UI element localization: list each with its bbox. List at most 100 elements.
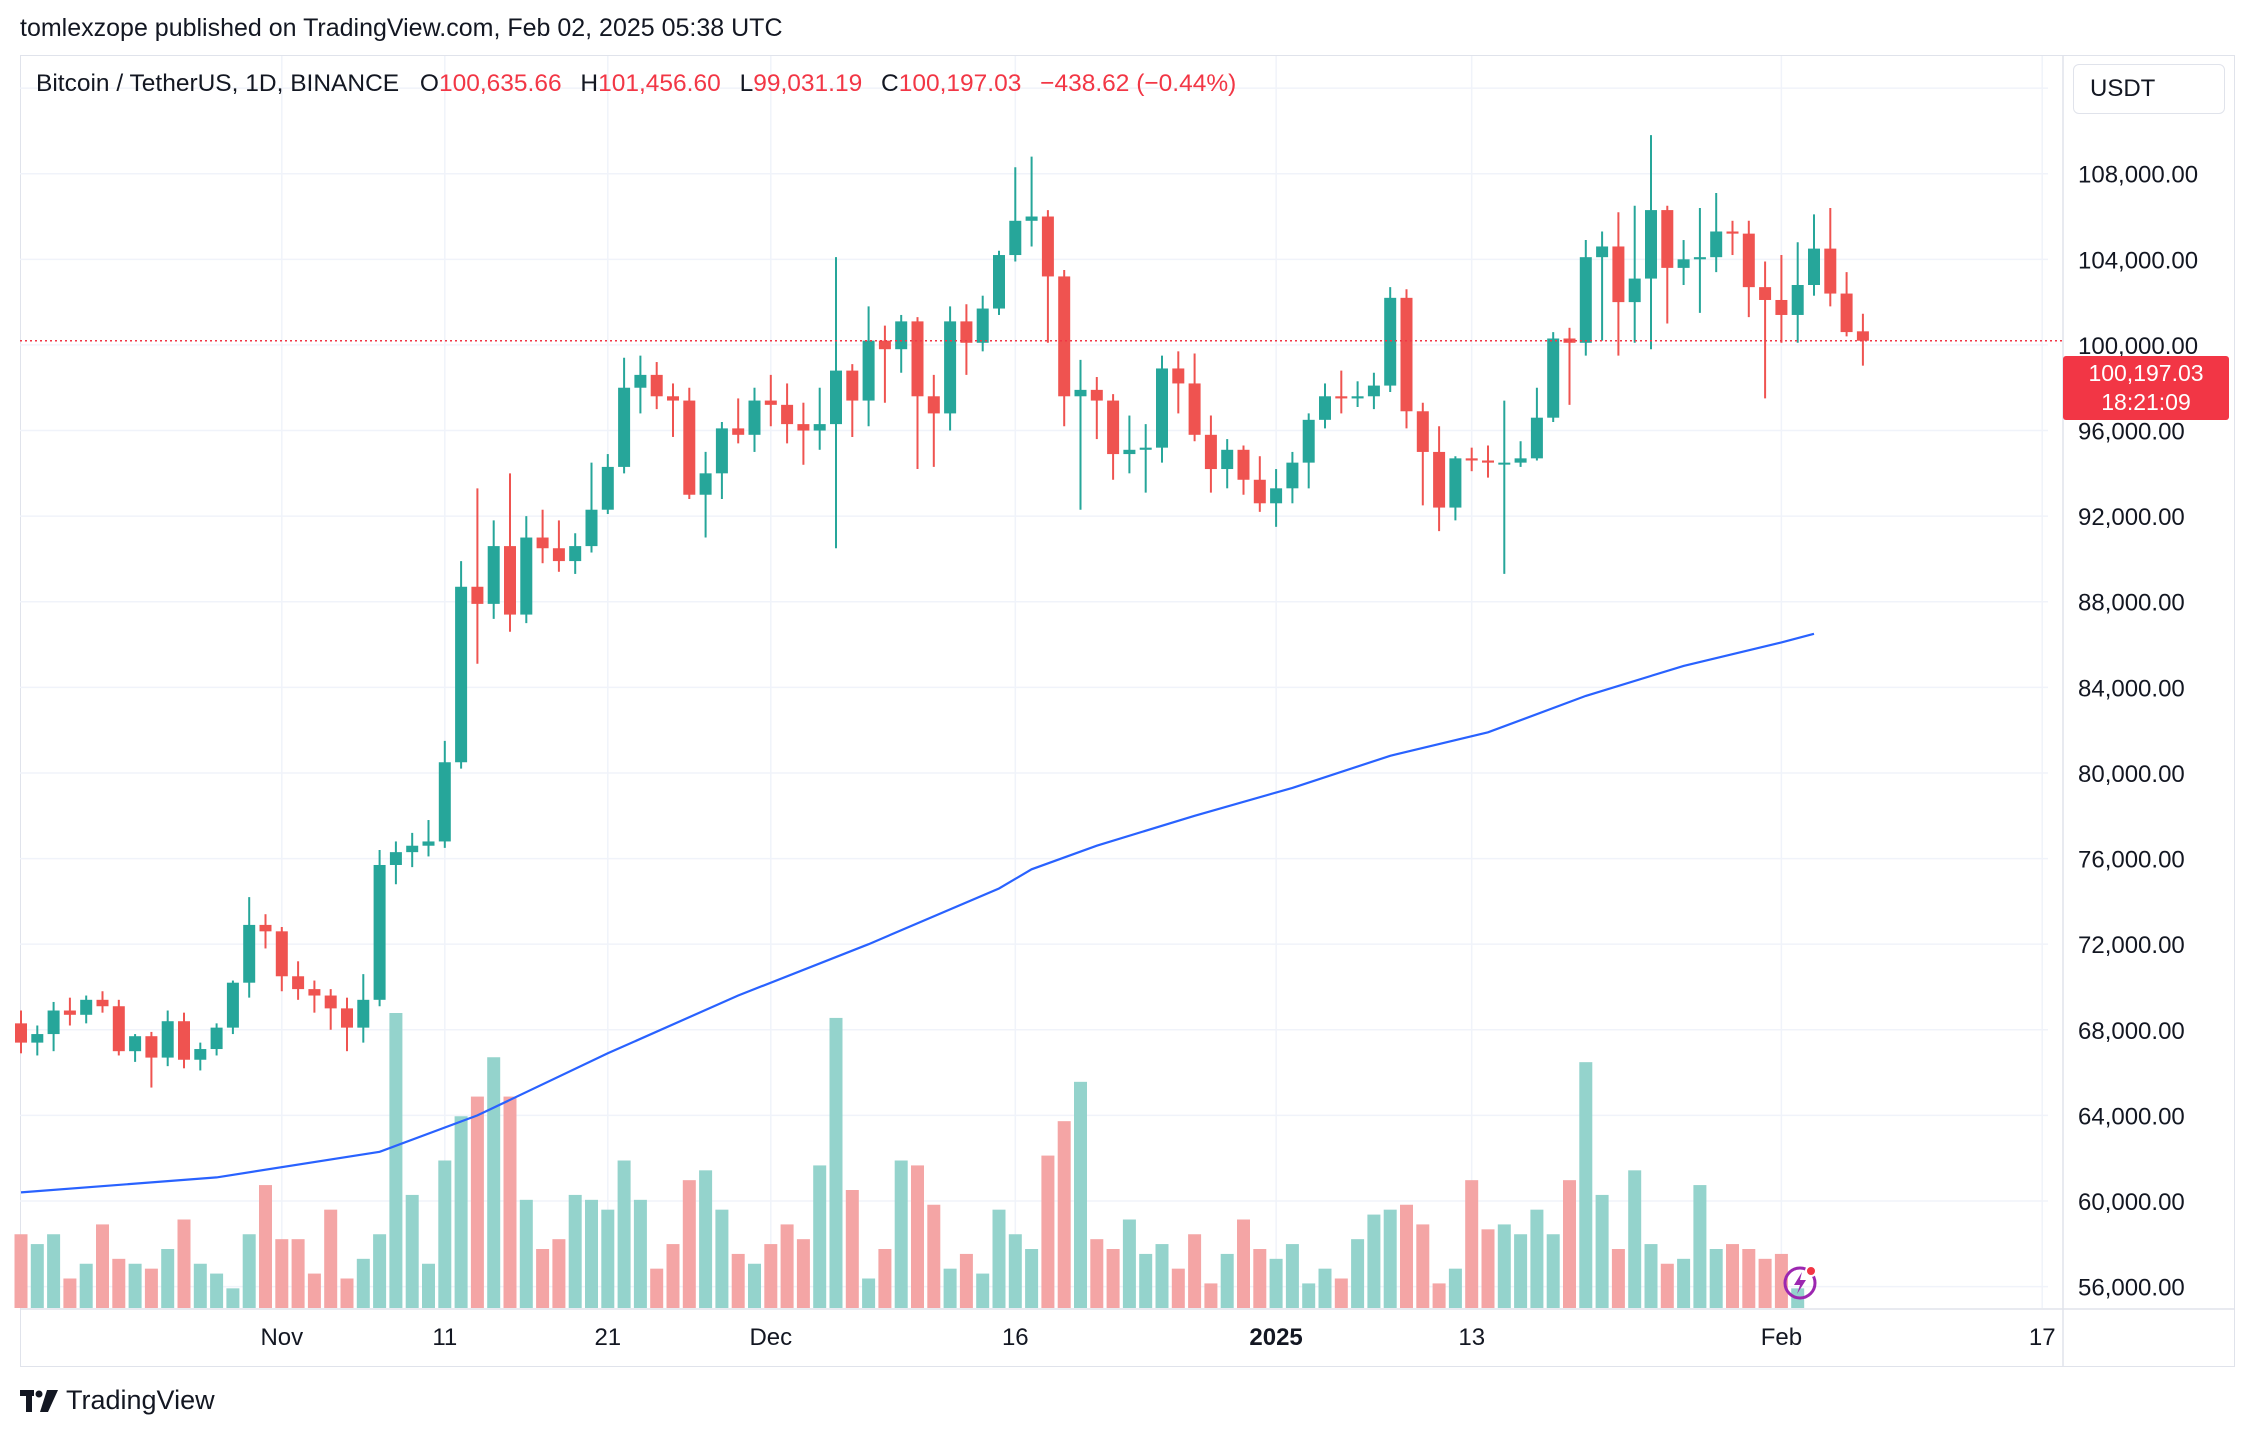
candle <box>1253 456 1266 512</box>
tradingview-logo-icon <box>20 1389 58 1412</box>
candle-body <box>308 989 321 996</box>
candle <box>1645 135 1657 350</box>
volume-bar <box>731 1253 745 1308</box>
volume-bar <box>552 1239 566 1308</box>
candle <box>47 1001 60 1052</box>
volume-bar <box>992 1209 1006 1308</box>
volume-bar <box>210 1273 224 1308</box>
volume-bar <box>764 1244 778 1308</box>
candle-body <box>1351 396 1364 399</box>
candle-body <box>1025 216 1038 221</box>
volume-bar <box>1302 1283 1316 1308</box>
volume-bar <box>1677 1258 1691 1308</box>
volume-bar <box>1253 1249 1267 1308</box>
volume-bar <box>1367 1214 1381 1308</box>
candle-body <box>1302 419 1315 463</box>
currency-button[interactable]: USDT <box>2073 64 2225 114</box>
candle-body <box>1204 434 1217 470</box>
candle <box>1677 240 1690 285</box>
volume-bar <box>748 1263 761 1308</box>
candle <box>960 304 973 375</box>
candle <box>259 914 272 949</box>
candle <box>1319 383 1331 429</box>
candle-body <box>569 546 582 562</box>
volume-bar <box>193 1263 207 1308</box>
volume-bar <box>1400 1204 1413 1308</box>
candle <box>927 374 940 467</box>
candle <box>1775 255 1788 343</box>
volume-bar <box>536 1249 550 1308</box>
candle <box>1612 212 1625 356</box>
volume-bar <box>275 1239 289 1308</box>
candle-body <box>797 424 810 431</box>
candle-body <box>715 428 728 474</box>
candle <box>683 387 696 500</box>
candle <box>1433 426 1446 532</box>
candle-body <box>1612 246 1625 303</box>
candle-body <box>1058 276 1071 397</box>
candle-body <box>1090 389 1103 401</box>
volume-bar <box>829 1017 843 1308</box>
candle-body <box>699 473 712 495</box>
candle <box>275 927 288 992</box>
volume-bar <box>1448 1268 1462 1308</box>
candle-body <box>455 586 468 763</box>
candle <box>1563 327 1576 405</box>
candle-body <box>47 1010 60 1035</box>
flash-icon[interactable] <box>1781 1263 1819 1301</box>
candle <box>96 991 109 1013</box>
candle <box>667 383 679 437</box>
candle-body <box>1791 284 1804 315</box>
volume-bar <box>226 1288 240 1308</box>
candle-body <box>1237 449 1250 480</box>
candle-body <box>438 762 451 842</box>
change-value: −438.62 (−0.44%) <box>1040 70 1237 97</box>
volume-bar <box>1155 1244 1169 1308</box>
y-tick-label: 72,000.00 <box>2078 932 2185 959</box>
price-axis: 112,000.00108,000.00104,000.00100,000.00… <box>2078 76 2198 1301</box>
volume-bar <box>470 1096 484 1308</box>
candle-body <box>781 404 794 425</box>
candle-body <box>830 370 842 425</box>
candle-body <box>732 428 745 435</box>
volume-bar <box>1188 1234 1202 1308</box>
candle <box>129 1034 142 1062</box>
candle <box>1384 287 1397 393</box>
candle-body <box>1367 385 1380 397</box>
volume-bar <box>666 1244 680 1308</box>
candle-body <box>1693 257 1706 260</box>
candle <box>1270 469 1283 527</box>
candle-body <box>601 466 614 510</box>
candle <box>145 1031 158 1088</box>
candle-body <box>31 1034 44 1043</box>
candle-body <box>1253 479 1266 504</box>
candle <box>1693 207 1706 313</box>
candle <box>471 488 484 664</box>
candle-body <box>911 321 924 397</box>
candle-body <box>243 924 256 983</box>
candle <box>1710 192 1723 273</box>
volume-bar <box>1025 1249 1039 1308</box>
volume-bar <box>1383 1209 1397 1308</box>
candle-body <box>112 1006 125 1052</box>
volume-bar <box>438 1160 452 1308</box>
candle-body <box>292 976 305 990</box>
volume-bar <box>1139 1253 1153 1308</box>
candle-body <box>748 400 761 435</box>
candle <box>308 980 321 1013</box>
volume-bar <box>1204 1283 1218 1308</box>
candle-body <box>1400 297 1413 412</box>
volume-bar <box>699 1170 713 1308</box>
candle-body <box>1645 210 1657 279</box>
volume-bar <box>894 1160 908 1308</box>
volume-bar <box>30 1244 44 1308</box>
brand-footer: TradingView <box>20 1385 215 1416</box>
volume-bar <box>1416 1224 1430 1308</box>
volume-bar <box>1041 1155 1055 1308</box>
candle-body <box>878 340 891 350</box>
candle-body <box>1596 246 1609 258</box>
candle-body <box>259 924 272 932</box>
candle-body <box>536 537 549 549</box>
y-tick-label: 96,000.00 <box>2078 419 2185 446</box>
